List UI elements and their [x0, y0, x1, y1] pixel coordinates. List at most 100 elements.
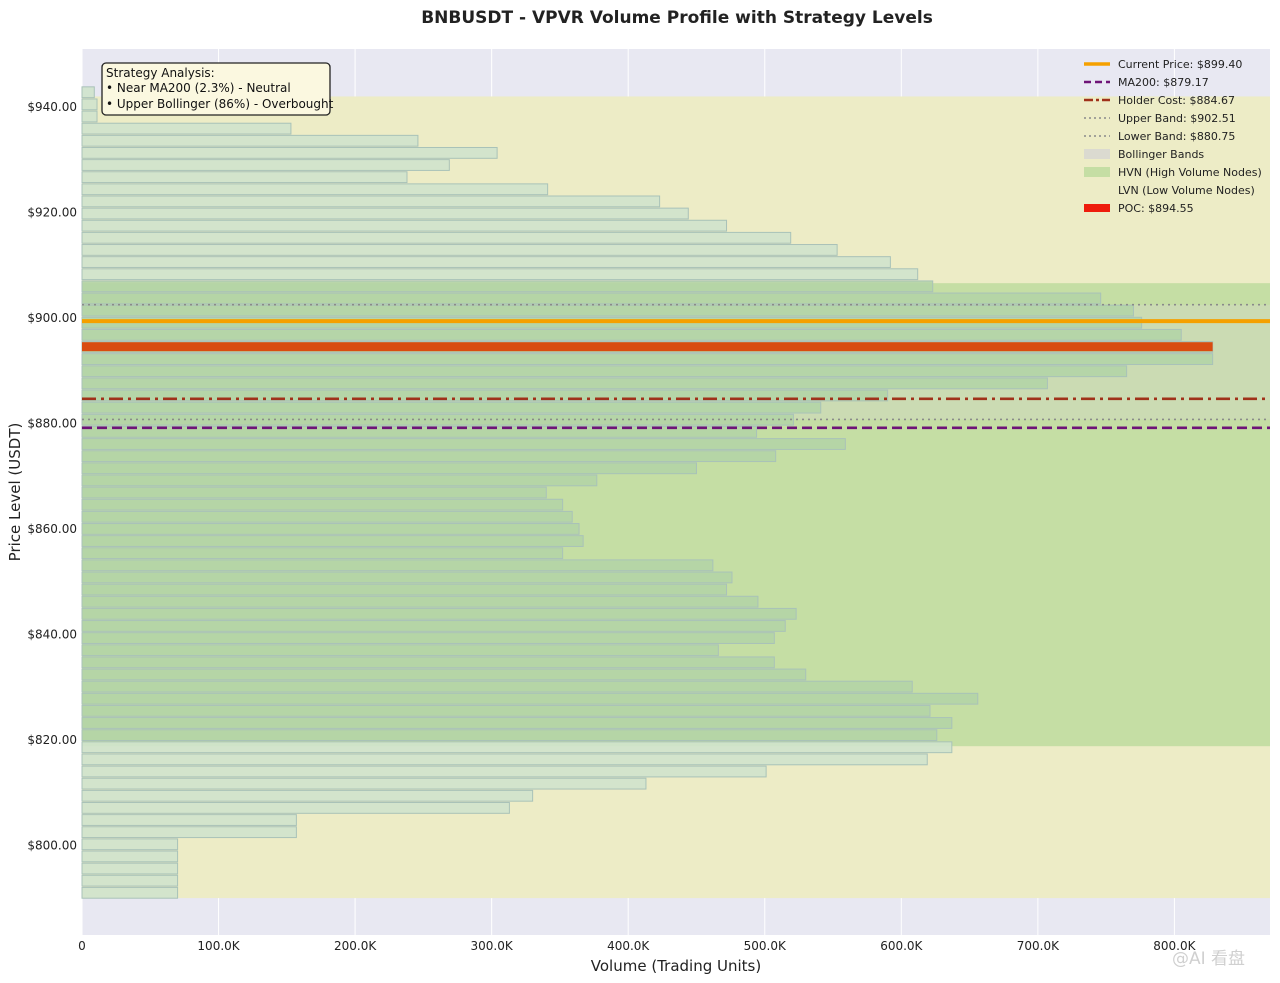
legend-entry: Lower Band: $880.75 — [1084, 130, 1235, 143]
x-axis-label: Volume (Trading Units) — [591, 957, 761, 975]
volume-bar — [81, 741, 953, 754]
x-tick-label: 600.0K — [880, 939, 923, 953]
volume-bar — [81, 256, 891, 268]
volume-bar — [81, 474, 598, 487]
y-tick-label: $920.00 — [27, 205, 77, 219]
volume-bar — [81, 547, 564, 560]
legend-swatch — [1084, 167, 1110, 177]
legend-entry: LVN (Low Volume Nodes) — [1084, 184, 1255, 197]
volume-bar — [81, 862, 179, 875]
volume-bar — [81, 729, 938, 742]
volume-bar — [81, 656, 775, 669]
legend-entry: Holder Cost: $884.67 — [1084, 94, 1235, 107]
x-tick-label: 200.0K — [334, 939, 377, 953]
volume-bar — [81, 765, 767, 778]
volume-bar — [81, 523, 580, 535]
volume-bar — [81, 789, 534, 802]
legend-swatch — [1084, 185, 1110, 195]
volume-bar — [81, 571, 733, 584]
volume-bar — [81, 377, 1048, 390]
volume-bar — [81, 559, 714, 572]
volume-bar — [81, 401, 822, 414]
volume-bar — [81, 717, 953, 729]
y-tick-label: $840.00 — [27, 627, 77, 641]
legend-entry: Current Price: $899.40 — [1084, 58, 1242, 71]
strategy-annotation: Strategy Analysis: • Near MA200 (2.3%) -… — [101, 62, 334, 116]
legend-label: LVN (Low Volume Nodes) — [1118, 184, 1255, 197]
volume-bar — [81, 620, 786, 632]
x-tick-label: 100.0K — [197, 939, 240, 953]
volume-bar — [81, 231, 792, 244]
poc-bar — [82, 342, 1213, 352]
volume-bar — [81, 146, 498, 159]
volume-bar — [81, 292, 1102, 305]
volume-bar — [81, 874, 179, 887]
y-tick-label: $860.00 — [27, 522, 77, 536]
strategy-level-lines — [82, 303, 1270, 430]
y-tick-label: $800.00 — [27, 838, 77, 852]
volume-bar — [81, 425, 758, 438]
annotation-line-1: Strategy Analysis: — [106, 66, 215, 80]
volume-bar — [81, 826, 297, 839]
legend-label: Holder Cost: $884.67 — [1118, 94, 1235, 107]
volume-bar — [81, 122, 292, 135]
volume-bar — [81, 607, 797, 620]
legend-label: Upper Band: $902.51 — [1118, 112, 1236, 125]
volume-bars — [81, 86, 1214, 899]
x-tick-label: 700.0K — [1017, 939, 1060, 953]
volume-bar — [81, 595, 759, 608]
volume-bar — [81, 219, 728, 232]
volume-bar — [81, 753, 928, 766]
volume-bar — [81, 535, 584, 547]
volume-bar — [81, 438, 846, 450]
x-tick-label: 800.0K — [1153, 939, 1196, 953]
y-axis-ticks: $800.00 $820.00 $840.00 $860.00 $880.00 $900.… — [27, 100, 77, 852]
volume-bar — [81, 583, 728, 596]
y-tick-label: $880.00 — [27, 416, 77, 430]
volume-bar — [81, 195, 661, 208]
volume-bar — [81, 886, 179, 899]
volume-bar — [81, 498, 564, 511]
x-tick-label: 300.0K — [471, 939, 514, 953]
legend-entry: Upper Band: $902.51 — [1084, 112, 1236, 125]
volume-bar — [81, 462, 697, 475]
volume-bar — [81, 680, 913, 693]
x-tick-label: 0 — [78, 939, 86, 953]
y-axis-label: Price Level (USDT) — [6, 423, 24, 562]
legend-entry: Bollinger Bands — [1084, 148, 1204, 161]
volume-bar — [81, 510, 573, 523]
annotation-box — [101, 62, 331, 116]
x-tick-label: 500.0K — [744, 939, 787, 953]
legend-label: POC: $894.55 — [1118, 202, 1194, 215]
volume-bar — [81, 668, 807, 681]
annotation-line-3: • Upper Bollinger (86%) - Overbought — [106, 97, 334, 111]
volume-bar — [81, 814, 297, 826]
legend-swatch — [1084, 149, 1110, 159]
volume-bar — [81, 159, 450, 171]
legend-label: Lower Band: $880.75 — [1118, 130, 1235, 143]
volume-bar — [81, 183, 549, 196]
legend-entry: POC: $894.55 — [1084, 202, 1194, 215]
x-tick-label: 400.0K — [607, 939, 650, 953]
volume-bar — [81, 304, 1134, 317]
legend-label: Current Price: $899.40 — [1118, 58, 1242, 71]
x-axis-ticks: 0 100.0K 200.0K 300.0K 400.0K 500.0K 600.0K 700… — [78, 939, 1196, 953]
legend-entry: MA200: $879.17 — [1084, 76, 1209, 89]
legend-label: MA200: $879.17 — [1118, 76, 1209, 89]
watermark-text: @AI 看盘 — [1172, 949, 1245, 969]
y-tick-label: $820.00 — [27, 733, 77, 747]
volume-bar — [81, 110, 98, 123]
volume-bar — [81, 244, 838, 256]
volume-bar — [81, 850, 179, 863]
volume-bar — [81, 207, 689, 220]
legend-label: Bollinger Bands — [1118, 148, 1204, 161]
volume-bar — [81, 268, 919, 281]
volume-bar — [81, 777, 647, 790]
volume-bar — [81, 450, 777, 463]
annotation-line-2: • Near MA200 (2.3%) - Neutral — [106, 81, 291, 95]
volume-bar — [81, 98, 98, 111]
volume-bar — [81, 801, 510, 814]
volume-bar — [81, 389, 889, 402]
volume-bar — [81, 86, 95, 99]
legend: Current Price: $899.40 MA200: $879.17 Hold… — [1084, 58, 1262, 215]
